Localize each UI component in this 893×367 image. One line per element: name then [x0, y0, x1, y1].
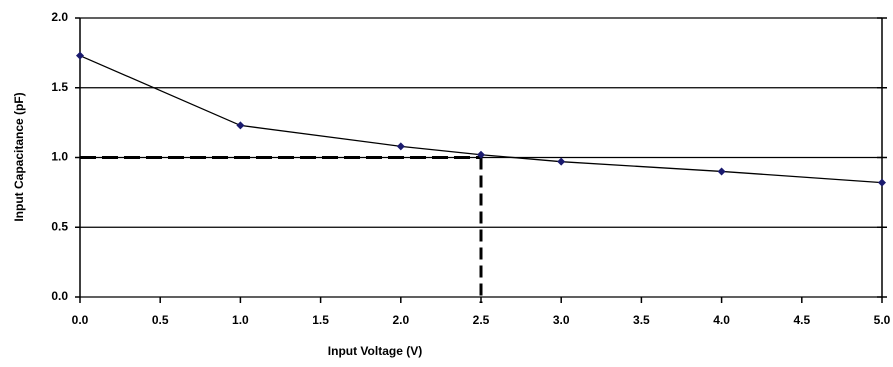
data-point [396, 142, 405, 151]
x-tick-label: 2.5 [473, 313, 490, 327]
data-point [76, 51, 84, 60]
x-tick-label: 0.0 [72, 313, 89, 327]
x-tick-label: 1.0 [232, 313, 249, 327]
x-tick-label: 4.5 [793, 313, 810, 327]
y-tick-label: 0.5 [51, 219, 68, 233]
x-axis-label: Input Voltage (V) [328, 344, 422, 358]
data-point [878, 178, 886, 187]
x-tick-label: 3.0 [553, 313, 570, 327]
x-tick-label: 1.5 [312, 313, 329, 327]
data-point [717, 167, 726, 176]
data-point [477, 150, 485, 159]
x-tick-label: 0.5 [152, 313, 169, 327]
y-tick-label: 1.5 [51, 80, 68, 94]
data-point [236, 121, 245, 130]
y-tick-label: 1.0 [51, 150, 68, 164]
data-point [557, 157, 566, 166]
y-tick-label: 2.0 [51, 10, 68, 24]
y-tick-label: 0.0 [51, 289, 68, 303]
x-tick-label: 5.0 [874, 313, 891, 327]
x-tick-label: 4.0 [713, 313, 730, 327]
y-axis-label: Input Capacitance (pF) [12, 92, 26, 221]
x-tick-label: 3.5 [633, 313, 650, 327]
x-tick-label: 2.0 [392, 313, 409, 327]
